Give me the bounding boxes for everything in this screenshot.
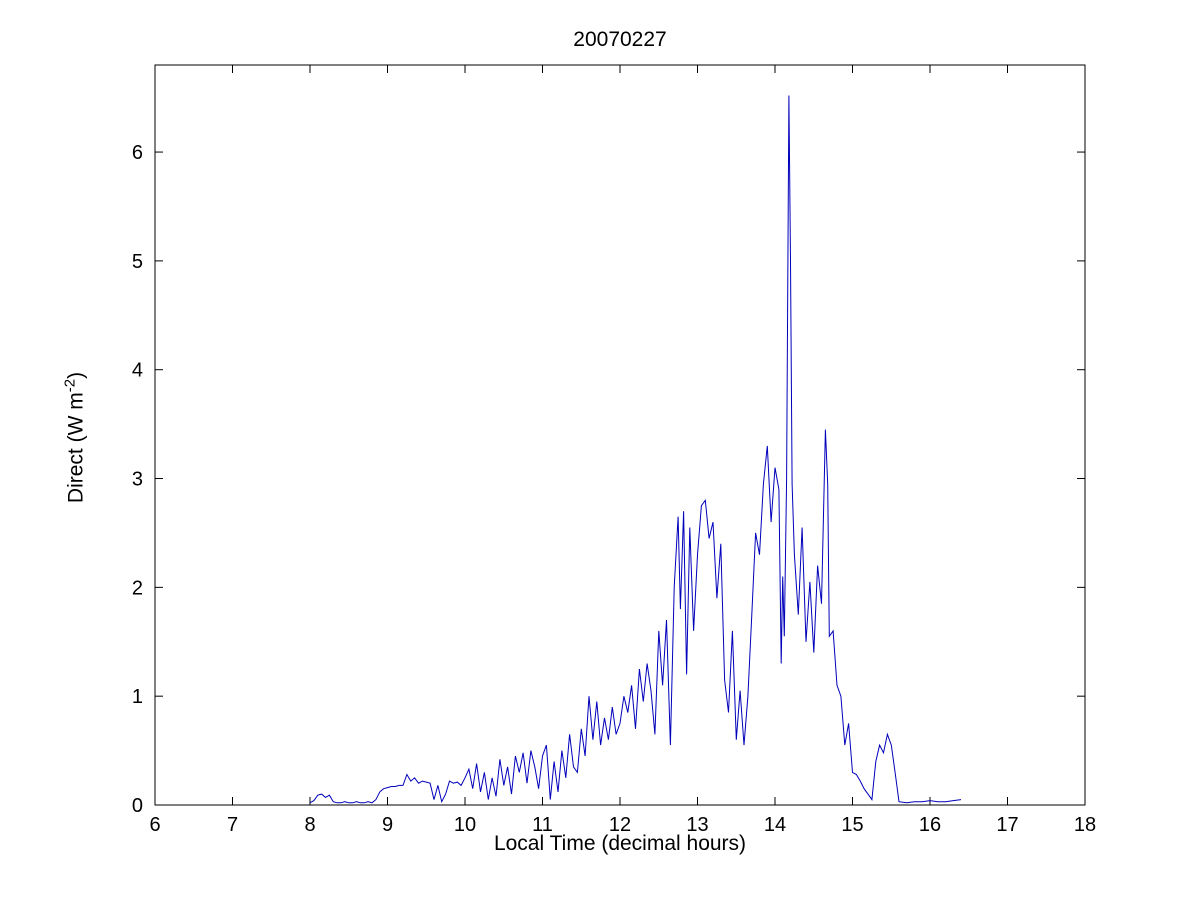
axis-box: [154, 64, 1086, 806]
x-tick-label: 18: [1074, 814, 1096, 836]
chart-title: 20070227: [573, 28, 667, 51]
x-axis-label: Local Time (decimal hours): [493, 832, 747, 855]
x-tick-label: 9: [382, 814, 393, 836]
x-tick-label: 8: [304, 814, 315, 836]
x-tick-label: 15: [841, 814, 863, 836]
y-axis-label-prefix: Direct (W m: [64, 392, 88, 504]
y-tick-label: 3: [132, 469, 143, 491]
x-tick-label: 16: [919, 814, 941, 836]
data-line: [309, 95, 962, 804]
x-tick-label: 12: [609, 814, 631, 836]
y-tick-label: 6: [132, 142, 143, 164]
y-axis-label: Direct (W m-2): [62, 0, 89, 900]
y-tick-label: 0: [132, 795, 143, 817]
x-tick-label: 14: [764, 814, 786, 836]
x-tick-label: 13: [686, 814, 708, 836]
y-tick-label: 1: [132, 686, 143, 708]
x-tick-label: 6: [149, 814, 160, 836]
y-tick-label: 5: [132, 251, 143, 273]
x-tick-label: 7: [227, 814, 238, 836]
y-tick-label: 4: [132, 360, 143, 382]
y-tick-label: 2: [132, 577, 143, 599]
x-tick-label: 17: [996, 814, 1018, 836]
x-tick-label: 11: [532, 814, 553, 836]
x-tick-label: 10: [454, 814, 476, 836]
y-axis-label-suffix: ): [64, 371, 88, 379]
y-axis-label-superscript: -2: [61, 378, 79, 393]
